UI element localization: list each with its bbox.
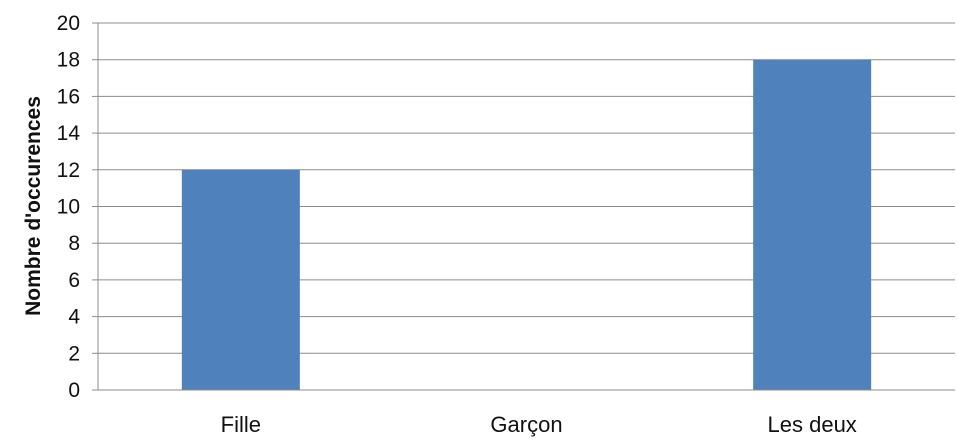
- axes: [92, 22, 955, 391]
- y-tick-label: 14: [57, 122, 81, 145]
- bar-2: [753, 59, 872, 390]
- y-tick-label: 4: [68, 306, 80, 329]
- category-label: Garçon: [490, 412, 562, 437]
- y-tick-label: 10: [57, 196, 80, 219]
- category-label: Fille: [221, 412, 261, 437]
- y-tick-label: 2: [68, 342, 80, 365]
- y-tick-label: 8: [68, 232, 80, 255]
- y-tick-label: 16: [57, 85, 80, 108]
- x-category-labels: Fille Garçon Les deux: [221, 412, 857, 437]
- category-label: Les deux: [768, 412, 857, 437]
- bars: [181, 59, 872, 390]
- y-tick-label: 6: [68, 269, 80, 292]
- y-tick-label: 12: [57, 159, 80, 182]
- y-tick-label: 0: [68, 379, 80, 402]
- y-axis-title: Nombre d'occurences: [22, 96, 45, 316]
- y-tick-labels: 0 2 4 6 8 10 12 14 16 18 20: [57, 12, 81, 402]
- y-tick-label: 20: [57, 12, 80, 35]
- y-tick-label: 18: [57, 49, 80, 72]
- bar-0: [181, 169, 300, 390]
